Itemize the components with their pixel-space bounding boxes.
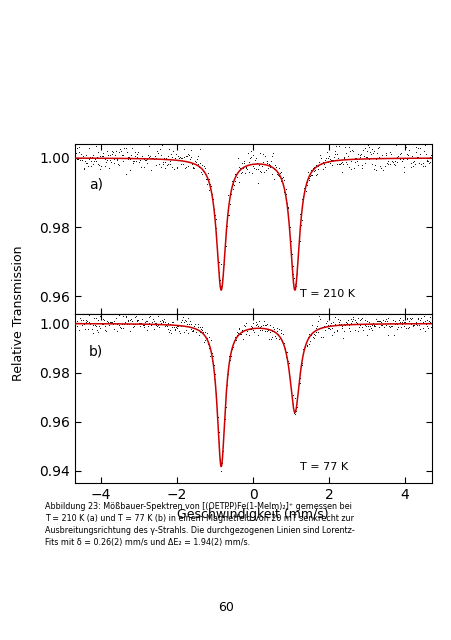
X-axis label: Geschwindigkeit (mm/s): Geschwindigkeit (mm/s) <box>177 508 328 520</box>
Text: 60: 60 <box>217 601 234 614</box>
Text: Abbildung 23: Mößbauer-Spektren von [(OETPP)Fe(1-MeIm)₂]⁺ gemessen bei
T = 210 K: Abbildung 23: Mößbauer-Spektren von [(OE… <box>45 502 354 547</box>
Text: Relative Transmission: Relative Transmission <box>12 246 24 381</box>
Text: T = 77 K: T = 77 K <box>299 461 347 472</box>
Text: a): a) <box>89 178 103 192</box>
Text: b): b) <box>89 344 103 358</box>
Text: T = 210 K: T = 210 K <box>299 289 354 299</box>
